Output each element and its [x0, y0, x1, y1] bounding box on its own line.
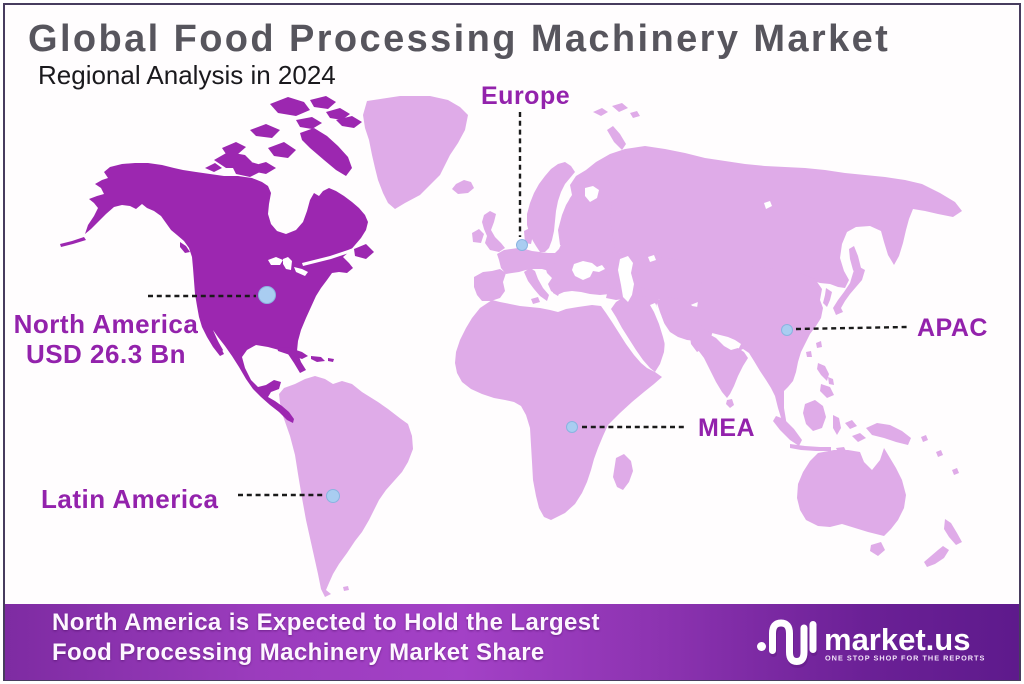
svg-text:market.us: market.us [824, 622, 970, 657]
svg-text:ONE STOP SHOP FOR THE REPORTS: ONE STOP SHOP FOR THE REPORTS [825, 654, 985, 663]
